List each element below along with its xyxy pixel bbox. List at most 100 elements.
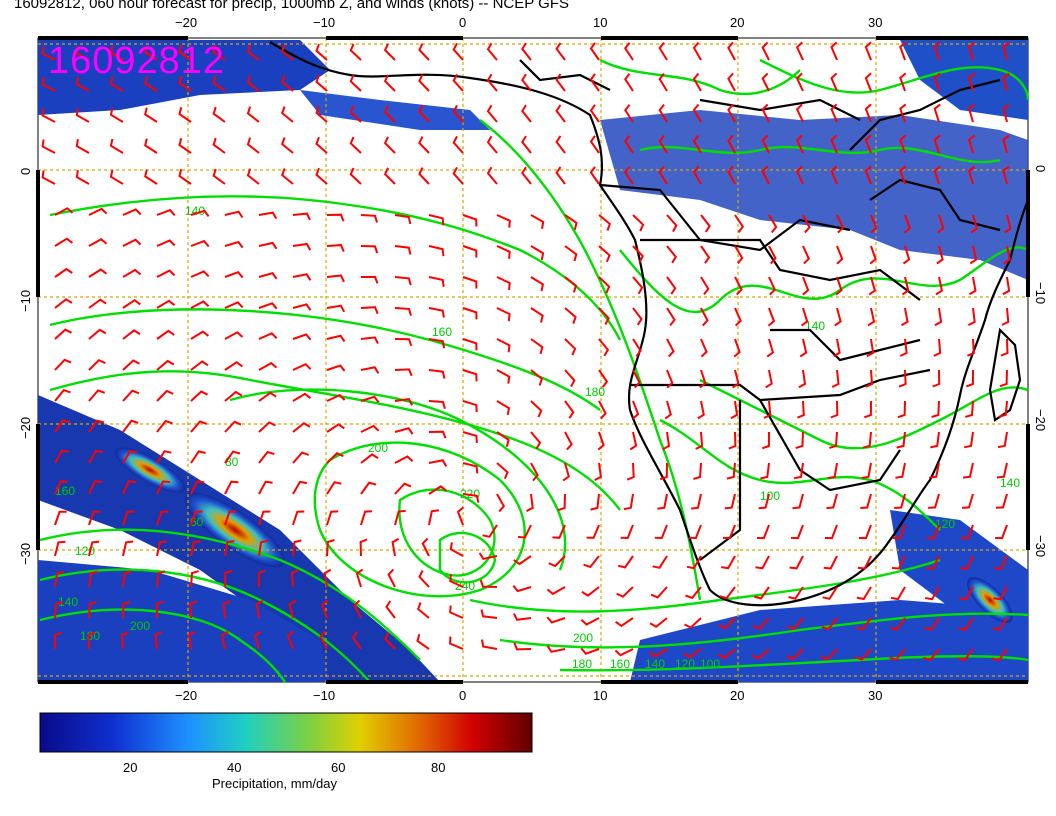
wind-barb [530,462,539,482]
wind-barb [41,170,56,185]
wind-barb [428,459,448,467]
wind-barb [928,493,940,509]
wind-barb [732,369,740,389]
country-border [849,78,1001,151]
wind-barb [615,617,634,628]
wind-barb [88,359,106,371]
contour-line [699,378,1029,450]
wind-barb [486,135,498,154]
wind-barb [222,600,231,619]
wind-barb [833,338,841,358]
wind-barb [1002,276,1011,296]
wind-barb [54,328,72,340]
wind-barb [889,617,906,631]
wind-barb [258,272,278,280]
wind-barb [315,43,328,61]
wind-barb [224,360,243,371]
wind-barb [693,462,702,480]
wind-barb [824,524,838,540]
wind-barb [190,570,199,588]
wind-barb [734,307,742,327]
lon-labels-bottom: −20 −10 0 10 20 30 [175,688,882,703]
wind-barb [156,299,176,309]
wind-barb [481,639,498,650]
wind-barb [923,648,940,662]
wind-barb [187,630,196,650]
wind-barb [632,338,642,357]
lon-tick-label: 30 [868,688,882,703]
wind-barb [496,400,511,416]
wind-barb [88,419,105,433]
wind-barb [830,72,838,92]
country-border [869,178,1001,232]
wind-barb [54,237,74,247]
wind-barb [54,570,65,588]
wind-barb [1002,72,1010,92]
wind-barb [178,45,192,61]
wind-barb [480,609,498,619]
wind-barb [144,107,158,123]
wind-barb [555,104,566,123]
wind-barb [864,103,872,123]
wind-barb [41,108,56,123]
wind-barb [546,616,566,624]
wind-barb [315,74,328,92]
wind-barb [555,135,566,154]
lat-tick-label: −20 [18,417,33,439]
wind-barb [496,276,511,291]
wind-barb [692,134,702,154]
wind-barb [733,338,741,358]
wind-barb [360,245,379,254]
wind-barb [589,104,600,123]
wind-barb [513,555,532,566]
wind-barb [795,72,804,92]
wind-barb [292,392,312,402]
wind-barb [212,75,226,92]
wind-barb [699,369,707,389]
wind-barb [394,509,406,526]
wind-barb [996,462,1008,479]
wind-barb [156,450,172,464]
wind-barb [122,329,141,340]
country-border [759,399,901,492]
contour-line [479,119,702,601]
wind-barb [224,240,244,249]
wind-barb [360,453,379,464]
wind-barb [589,135,600,154]
precip-area [600,110,1028,280]
wind-barb [281,168,294,185]
wind-barb [727,165,736,185]
wind-barb [521,104,532,123]
wind-barb [530,214,545,229]
wind-barb [869,245,877,265]
wind-barb [662,431,671,451]
wind-barb [394,482,412,495]
wind-barb [88,601,97,619]
lon-tick-label: 30 [868,15,882,30]
wind-barb [156,480,171,495]
wind-barb [462,307,478,320]
lat-labels-left: 0 −10 −20 −30 [18,168,33,565]
wind-barb [870,214,878,234]
wind-barb [999,369,1008,388]
wind-barb [88,328,107,340]
wind-barb [54,449,69,464]
colorbar-tick-label: 80 [431,760,446,775]
wind-barb [449,542,464,557]
wind-barb [724,493,736,510]
wind-barb [856,586,872,601]
wind-barb [88,237,108,247]
wind-barb [54,207,74,216]
wind-barb [991,648,1008,662]
wind-barb [598,307,610,325]
lat-labels-right: 0 −10 −20 −30 [1033,165,1048,557]
wind-barb [890,586,906,601]
lat-tick-label: 0 [18,168,33,175]
wind-barb [449,605,464,619]
wind-barb [727,41,736,61]
wind-barb [122,510,135,526]
wind-barb [624,73,634,92]
wind-barb [326,393,346,402]
wind-barb [792,493,804,510]
wind-barb [598,276,611,294]
